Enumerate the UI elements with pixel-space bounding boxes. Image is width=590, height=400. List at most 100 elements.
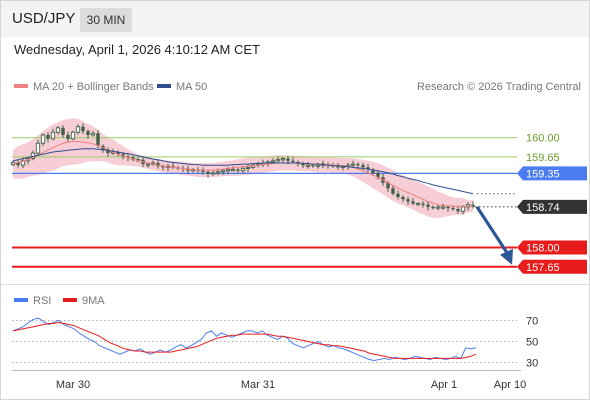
candle-body-down xyxy=(161,166,165,168)
candle-body-down xyxy=(431,206,435,209)
candle-body-up xyxy=(240,168,246,172)
candle-body-up xyxy=(350,163,356,166)
candle-body-down xyxy=(116,151,120,155)
candle-body-down xyxy=(376,172,380,178)
header-bar: USD/JPY 30 MIN xyxy=(1,1,589,37)
candle-body-up xyxy=(465,204,471,208)
candle-body-up xyxy=(35,142,41,154)
rsi-line xyxy=(12,317,477,362)
candle-body-down xyxy=(406,199,410,202)
candle-body-up xyxy=(275,159,281,162)
last-price-tag xyxy=(517,199,587,214)
candle-body-up xyxy=(305,164,311,167)
level-label-resistance: 160.00 xyxy=(526,133,560,145)
candle-body-down xyxy=(286,158,290,161)
candle-body-up xyxy=(220,170,226,173)
x-tick-label: Mar 31 xyxy=(241,379,275,391)
candle-body-down xyxy=(356,164,360,166)
candle-body-up xyxy=(280,158,286,161)
level-label-resistance: 159.65 xyxy=(526,152,560,164)
candle-body-down xyxy=(66,134,70,139)
candle-body-down xyxy=(311,165,315,167)
candle-body-up xyxy=(75,126,81,133)
candle-body-down xyxy=(156,162,160,167)
candle-body-down xyxy=(451,208,455,210)
ma20-line xyxy=(12,141,473,207)
rsi-ma-legend-label: 9MA xyxy=(82,295,105,307)
candle-body-down xyxy=(366,167,370,170)
level-label-pivot: 159.35 xyxy=(526,168,560,180)
candle-body-down xyxy=(446,206,450,209)
candle-body-down xyxy=(336,166,340,168)
candle-body-down xyxy=(301,164,305,166)
candle-body-down xyxy=(421,203,425,205)
source-credit: Research © 2026 Trading Central xyxy=(417,81,581,93)
candle-body-down xyxy=(206,171,210,174)
ma50-line xyxy=(12,148,474,195)
candle-body-down xyxy=(396,193,400,198)
candle-body-up xyxy=(210,172,216,175)
candle-body-down xyxy=(456,209,460,212)
candle-body-down xyxy=(186,169,190,171)
candle-body-up xyxy=(145,163,151,166)
price-plot: 160.00 159.65 159.35 158.00 157.65 158.74 xyxy=(10,118,587,274)
rsi-legend-swatch xyxy=(14,298,28,302)
rsi-ma-legend-swatch xyxy=(63,298,77,302)
datetime-label: Wednesday, April 1, 2026 4:10:12 AM CET xyxy=(14,42,260,57)
candle-body-up xyxy=(55,127,61,133)
last-price-label: 158.74 xyxy=(526,202,560,214)
candle-body-up xyxy=(40,134,46,144)
forecast-arrow-head xyxy=(500,248,513,265)
candle-body-down xyxy=(171,166,175,168)
rsi-tick-label: 30 xyxy=(526,358,538,370)
rsi-tick-label: 50 xyxy=(526,337,538,349)
candle-body-down xyxy=(361,165,365,168)
candle-body-down xyxy=(16,162,20,166)
level-tag-support xyxy=(517,240,587,255)
candle-body-down xyxy=(411,201,415,204)
candle-body-down xyxy=(236,169,240,171)
level-tag-support xyxy=(517,259,587,274)
candle-body-up xyxy=(225,169,231,172)
candle-body-up xyxy=(50,131,56,140)
rsi-ma-line xyxy=(12,321,477,359)
level-tag-pivot xyxy=(517,166,587,181)
candle-body-up xyxy=(230,169,236,172)
candle-body-down xyxy=(96,133,100,146)
ma50-legend-swatch xyxy=(157,84,171,88)
timeframe-button[interactable]: 30 MIN xyxy=(80,8,132,32)
ma20-legend-swatch xyxy=(14,84,28,88)
ma20-legend-label: MA 20 + Bollinger Bands xyxy=(33,81,154,93)
ma50-legend-label: MA 50 xyxy=(176,81,207,93)
candle-body-up xyxy=(215,171,221,174)
candle-body-down xyxy=(106,149,110,154)
candle-body-up xyxy=(270,160,276,163)
candle-body-down xyxy=(386,182,390,189)
candle-body-down xyxy=(371,169,375,173)
candle-body-down xyxy=(291,160,295,162)
candle-body-down xyxy=(86,131,90,135)
symbol-label: USD/JPY xyxy=(12,10,76,27)
candle-body-up xyxy=(440,206,446,209)
x-tick-label: Mar 30 xyxy=(56,379,90,391)
candle-body-down xyxy=(391,188,395,194)
candle-body-up xyxy=(315,164,321,167)
candle-body-down xyxy=(426,204,430,207)
x-tick-label: Apr 10 xyxy=(494,379,526,391)
rsi-plot: 70 50 30 xyxy=(12,315,538,370)
candle-body-down xyxy=(81,126,85,132)
candle-body-up xyxy=(460,206,466,212)
level-label-support: 157.65 xyxy=(526,262,560,274)
candle-body-down xyxy=(201,170,205,172)
rsi-tick-label: 70 xyxy=(526,315,538,327)
candle-body-down xyxy=(46,134,50,139)
rsi-legend-label: RSI xyxy=(33,295,51,307)
level-label-support: 158.00 xyxy=(526,243,560,255)
candle-body-down xyxy=(61,127,65,135)
candle-body-up xyxy=(415,203,421,206)
candle-body-up xyxy=(70,131,76,140)
candle-body-down xyxy=(471,204,475,207)
candle-body-down xyxy=(401,197,405,200)
